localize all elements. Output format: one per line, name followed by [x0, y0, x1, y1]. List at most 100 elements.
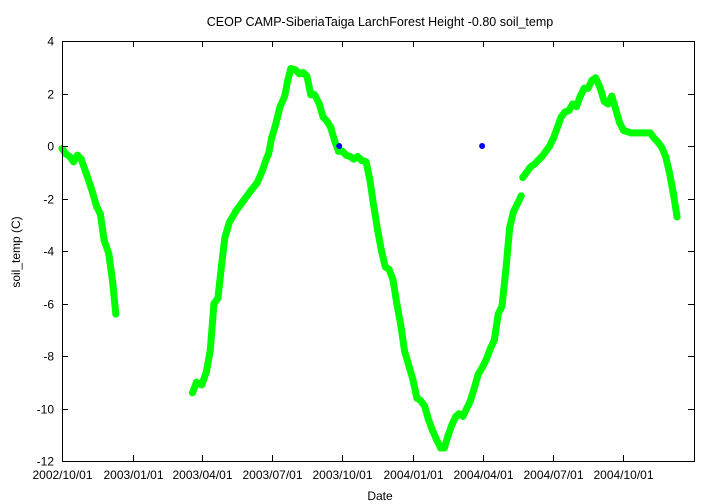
- data-point-0-2-1: [523, 168, 531, 176]
- data-point-0-1-71: [479, 363, 487, 370]
- y-tick-label-2: 0: [47, 140, 54, 154]
- series-0-segment-2: [519, 74, 681, 221]
- data-point-0-0-9: [96, 210, 104, 218]
- data-point-0-2-36: [669, 189, 677, 197]
- data-point-0-0-7: [87, 184, 95, 192]
- data-point-0-1-81: [517, 192, 525, 200]
- data-point-0-1-1: [192, 378, 200, 386]
- data-point-0-1-79: [510, 208, 517, 216]
- data-point-0-1-56: [421, 402, 428, 410]
- series-0-segment-1: [189, 65, 525, 452]
- data-point-0-1-48: [389, 276, 397, 284]
- data-point-0-0-12: [109, 279, 117, 286]
- data-point-0-1-13: [253, 179, 261, 187]
- data-point-0-1-8: [221, 234, 229, 242]
- data-point-0-2-26: [619, 126, 627, 134]
- data-point-0-1-55: [417, 397, 425, 405]
- data-point-0-2-25: [616, 118, 623, 126]
- data-point-0-2-20: [596, 84, 604, 92]
- data-point-0-1-5: [210, 300, 218, 307]
- data-point-0-1-12: [247, 187, 255, 195]
- data-point-0-1-80: [513, 200, 521, 208]
- data-point-0-2-10: [557, 113, 565, 121]
- data-point-0-1-68: [467, 397, 474, 405]
- data-point-0-1-42: [366, 176, 374, 184]
- x-axis: 2002/10/01 2003/01/01 2003/04/01 2003/07/01…: [32, 41, 654, 482]
- data-point-0-1-18: [272, 121, 279, 129]
- data-point-0-1-59: [433, 436, 441, 444]
- data-point-0-1-10: [232, 208, 240, 216]
- data-point-0-1-7: [218, 260, 226, 268]
- y-tick-label-5: -6: [43, 298, 54, 312]
- data-point-0-1-33: [331, 137, 339, 145]
- chart-title: CEOP CAMP-SiberiaTaiga LarchForest Heigh…: [207, 15, 553, 29]
- data-point-0-1-67: [463, 405, 471, 412]
- data-point-0-2-30: [646, 129, 654, 137]
- data-point-0-2-15: [576, 92, 584, 100]
- y-tick-label-4: -4: [43, 245, 54, 259]
- data-point-0-1-53: [409, 376, 417, 384]
- data-point-0-1-29: [315, 100, 323, 108]
- data-point-0-1-47: [385, 265, 393, 273]
- data-point-0-2-14: [573, 103, 580, 111]
- data-point-0-2-33: [658, 143, 666, 151]
- data-point-0-1-14: [258, 168, 266, 176]
- x-tick-label-8: 2004/10/01: [593, 468, 653, 482]
- data-point-0-0-6: [82, 168, 90, 176]
- data-point-0-2-0: [519, 174, 527, 181]
- data-point-0-1-11: [239, 197, 247, 205]
- data-point-0-1-52: [404, 360, 412, 368]
- x-tick-label-1: 2003/01/01: [103, 468, 163, 482]
- data-point-0-1-74: [490, 336, 498, 344]
- data-point-0-0-8: [93, 202, 101, 210]
- data-point-0-1-69: [470, 384, 478, 391]
- y-tick-label-0: 4: [47, 35, 54, 49]
- data-point-0-1-41: [362, 158, 370, 166]
- data-point-0-1-6: [214, 294, 222, 302]
- data-point-0-1-73: [487, 344, 494, 352]
- x-tick-label-5: 2004/01/01: [383, 468, 443, 482]
- data-point-0-1-76: [498, 302, 506, 310]
- data-point-0-2-19: [592, 74, 600, 82]
- data-point-0-1-51: [401, 347, 408, 355]
- data-point-0-2-22: [604, 100, 612, 108]
- data-point-0-1-77: [502, 265, 510, 273]
- data-point-0-1-17: [268, 134, 276, 142]
- data-point-0-1-57: [424, 415, 432, 423]
- data-point-0-0-5: [77, 155, 85, 163]
- data-point-0-2-12: [565, 107, 573, 115]
- data-point-0-2-24: [612, 105, 620, 113]
- data-point-0-2-6: [542, 147, 550, 155]
- data-point-0-2-7: [546, 142, 554, 150]
- data-point-0-1-20: [281, 92, 289, 100]
- data-point-0-2-37: [673, 213, 681, 221]
- flagged-point-0: [336, 143, 343, 149]
- data-point-0-1-19: [276, 103, 284, 111]
- x-tick-label-2: 2003/04/01: [172, 468, 232, 482]
- x-tick-label-7: 2004/07/01: [523, 468, 583, 482]
- data-layer: [58, 65, 681, 452]
- data-point-0-2-5: [538, 153, 546, 160]
- data-point-0-1-32: [327, 124, 335, 132]
- data-point-0-2-23: [608, 92, 616, 100]
- y-axis: 4 2 0 -2 -4 -6 -8 -10 -12: [37, 35, 694, 469]
- y-tick-label-7: -10: [37, 403, 55, 417]
- data-point-0-2-34: [662, 153, 670, 160]
- data-point-0-1-44: [374, 226, 382, 234]
- data-point-0-1-0: [189, 389, 196, 397]
- data-point-0-1-43: [370, 202, 378, 210]
- data-point-0-1-49: [393, 300, 401, 307]
- data-point-0-1-16: [265, 150, 273, 158]
- data-point-0-0-10: [100, 237, 108, 244]
- data-point-0-2-32: [654, 138, 662, 146]
- x-tick-label-4: 2003/10/01: [312, 468, 372, 482]
- data-point-0-1-62: [444, 431, 452, 439]
- data-point-0-1-58: [428, 426, 436, 433]
- x-tick-label-3: 2003/07/01: [242, 468, 302, 482]
- data-point-0-0-2: [66, 153, 74, 160]
- data-point-0-1-50: [397, 321, 405, 328]
- x-axis-label: Date: [367, 489, 393, 503]
- data-point-0-2-8: [550, 134, 557, 142]
- y-axis-label: soil_temp (C): [9, 216, 23, 287]
- data-point-0-1-63: [448, 420, 456, 428]
